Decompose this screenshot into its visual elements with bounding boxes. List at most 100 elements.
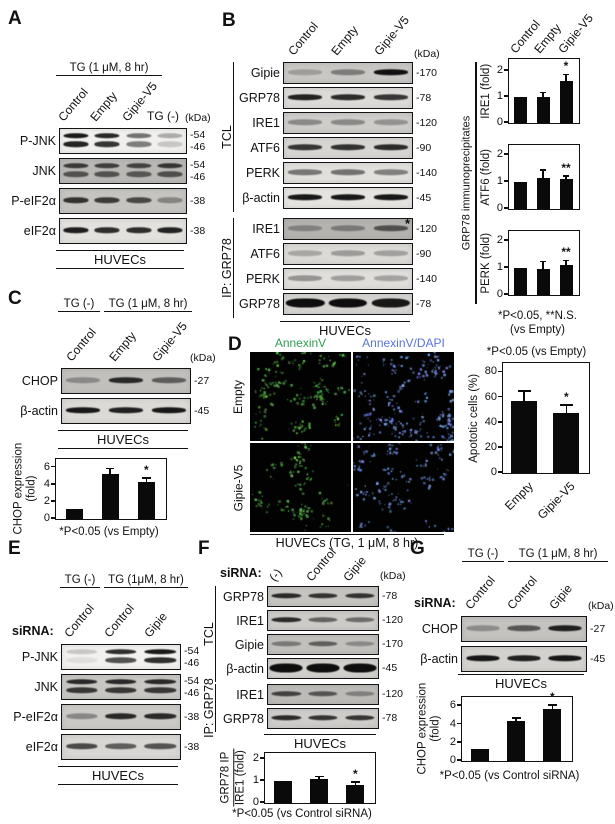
y-tick: 20 (485, 441, 502, 453)
blot-band (94, 132, 120, 139)
lane-label: Control (462, 573, 498, 612)
y-tick: 0 (253, 796, 264, 808)
y-tick-value: 60 (484, 390, 497, 403)
blot-band (373, 250, 408, 256)
significance-marker: * (352, 766, 358, 781)
y-tick-value: 0 (252, 796, 259, 809)
blot-image (283, 293, 413, 315)
blot-image (61, 704, 181, 730)
blot-image (59, 218, 187, 244)
y-axis-label: CHOP expression (fold) (412, 683, 446, 775)
error-bar (565, 175, 567, 180)
lane-label: Control (55, 85, 91, 124)
kda-markers: -38 (184, 734, 204, 760)
y-tick-mark (498, 471, 502, 473)
footer-huvecs: HUVECs (TG, 1 μM, 8 hr) (240, 534, 454, 551)
bar-Gipie-V5 (137, 482, 155, 519)
antibody-label: ATF6 (250, 247, 280, 261)
blot-band (288, 69, 323, 75)
blot-image (61, 368, 191, 394)
y-tick-mark (498, 370, 502, 373)
y-tick-value: 2 (43, 495, 50, 508)
group-side: IP: GRP78 (220, 218, 234, 318)
y-tick-mark (457, 722, 461, 725)
blot-row: β-actin -45 (216, 658, 406, 679)
bar-Gipie (543, 708, 562, 761)
side-label-grp78-ip: GRP78 immunoprecipitates (458, 60, 474, 306)
blot-band (105, 657, 137, 664)
antibody-label: P-eIF2α (11, 194, 56, 208)
blot-band (105, 648, 137, 655)
y-axis-ticks: 0 2 4 6 (40, 458, 55, 524)
error-bar (542, 169, 544, 178)
blot-band (344, 690, 375, 697)
sirna-label: siRNA: (220, 566, 262, 580)
y-tick-value: 0 (496, 202, 503, 215)
y-tick-value: 20 (484, 441, 497, 453)
kda-value: -45 (590, 652, 606, 665)
y-tick: 80 (485, 365, 502, 377)
y-tick-mark (504, 207, 508, 209)
antibody-label: eIF2α (23, 224, 56, 238)
error-bar (515, 717, 517, 721)
kda-value: -27 (194, 374, 210, 387)
blot-stack: CHOP -27 β-actin -45 (4, 368, 214, 428)
y-tick: 2 (497, 148, 508, 160)
panel-d: D AnnexinV AnnexinV/DAPI Empty Gipie-V5 … (228, 332, 460, 551)
blot-band (373, 119, 408, 125)
footer-huvecs: HUVECs (56, 250, 184, 269)
bar-Control (513, 181, 527, 209)
blot-image (461, 646, 587, 672)
blot-row: PERK -140 (234, 268, 462, 290)
y-tick-mark (457, 704, 461, 706)
blot-band (66, 407, 101, 413)
blot-band (330, 275, 366, 281)
blot-image (267, 684, 379, 705)
column-header-annexinv-dapi: AnnexinV/DAPI (362, 336, 445, 350)
blot-band (288, 169, 323, 175)
blot-image (283, 162, 413, 184)
blot-stack: CHOP -27 β-actin -45 (404, 616, 615, 676)
y-tick-mark (51, 517, 55, 519)
blot-band (288, 250, 323, 256)
blot-band (66, 377, 101, 383)
blot-row: CHOP -27 (4, 368, 214, 394)
y-axis-ticks: 0 1 2 (494, 144, 508, 214)
error-bar-cap (539, 260, 547, 263)
kda-markers: -78 (382, 586, 406, 607)
blot-row: Gipie -170 (216, 634, 406, 655)
lane-labels: Control Control Gipie (4, 590, 200, 640)
blot-band (330, 119, 366, 125)
row-label-text: Gipie-V5 (231, 464, 245, 511)
kda-value: -54 (184, 644, 200, 657)
blot-row: GRP78 -78 (216, 708, 406, 729)
chart-ire1-fold: IRE1 (fold) 0 1 2 * (478, 58, 580, 128)
group-tcl: TCL GRP78 -78 IRE1 -120 Gipie -170 β-actin -45 (202, 586, 406, 682)
footer-huvecs: HUVECs (58, 766, 178, 785)
bar-Control (310, 779, 329, 803)
blot-row: JNK -54 -46 (4, 158, 212, 184)
lane-label: Gipie-V5 (371, 13, 413, 58)
antibody-label: Gipie (250, 66, 280, 80)
antibody-label: JNK (34, 680, 58, 694)
footer-huvecs: HUVECs (264, 734, 376, 752)
blot-band (126, 197, 152, 203)
panel-a: A TG (1 μM, 8 hr) Control Empty Gipie-V5 T… (4, 6, 212, 284)
blot-band (548, 655, 582, 661)
blot-band (330, 69, 366, 75)
blot-stack: Gipie -170 GRP78 -78 IRE1 -120 ATF6 -90 PERK -140… (234, 62, 462, 212)
kda-value: -120 (416, 222, 438, 235)
lane-label: Empty (87, 88, 120, 124)
y-tick-mark (504, 95, 508, 97)
y-tick-value: 2 (496, 64, 503, 77)
blot-band (269, 663, 303, 673)
group-label: TCL (220, 62, 234, 212)
blot-band (344, 640, 375, 647)
panel-f: F siRNA: (-) Control Gipie (kDa) TCL GRP78… (198, 538, 406, 824)
y-tick-mark (504, 121, 508, 123)
blot-image (283, 187, 413, 209)
y-tick-value: 2 (252, 752, 259, 765)
blot-band (328, 298, 368, 308)
group-label-text: IP: GRP78 (201, 678, 216, 738)
blot-band (330, 225, 366, 231)
